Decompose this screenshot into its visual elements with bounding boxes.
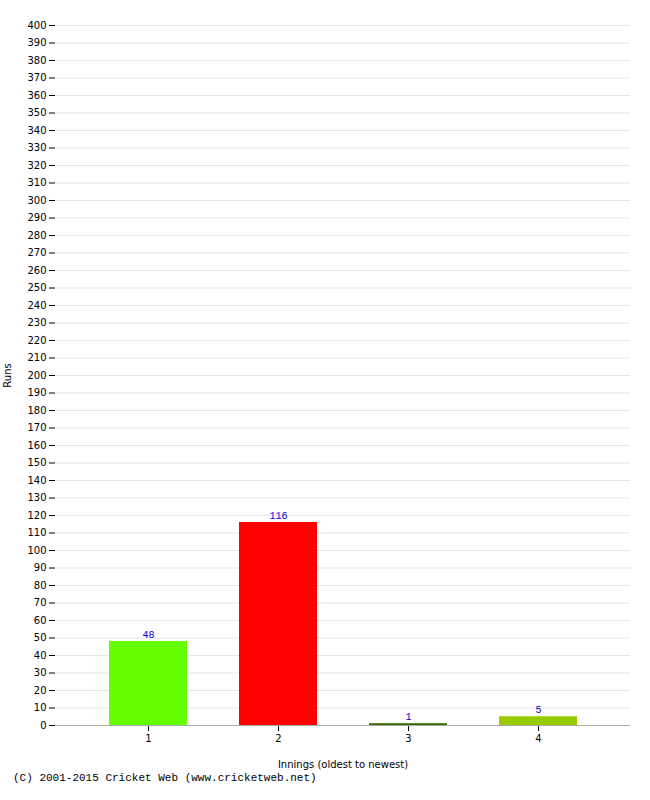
- svg-text:70: 70: [34, 597, 47, 608]
- svg-text:110: 110: [27, 527, 46, 538]
- svg-text:370: 370: [27, 72, 46, 83]
- svg-text:320: 320: [27, 160, 46, 171]
- svg-text:100: 100: [27, 545, 46, 556]
- svg-text:230: 230: [27, 317, 46, 328]
- svg-text:80: 80: [34, 580, 47, 591]
- svg-text:330: 330: [27, 142, 46, 153]
- svg-text:50: 50: [34, 632, 47, 643]
- svg-text:220: 220: [27, 335, 46, 346]
- svg-text:48: 48: [142, 630, 154, 641]
- svg-text:310: 310: [27, 177, 46, 188]
- svg-text:2: 2: [275, 733, 281, 744]
- svg-text:190: 190: [27, 387, 46, 398]
- svg-text:150: 150: [27, 457, 46, 468]
- svg-text:Runs: Runs: [2, 363, 13, 387]
- svg-text:4: 4: [535, 733, 541, 744]
- svg-text:60: 60: [34, 615, 47, 626]
- svg-text:260: 260: [27, 265, 46, 276]
- svg-text:350: 350: [27, 107, 46, 118]
- svg-text:160: 160: [27, 440, 46, 451]
- svg-text:0: 0: [40, 720, 46, 731]
- html-text:(C) 2001-2015 Cricket Web (www: (C) 2001-2015 Cricket Web (www.cricketwe…: [13, 772, 317, 784]
- svg-text:30: 30: [34, 667, 47, 678]
- svg-text:240: 240: [27, 300, 46, 311]
- svg-text:380: 380: [27, 55, 46, 66]
- svg-text:360: 360: [27, 90, 46, 101]
- svg-text:116: 116: [269, 511, 287, 522]
- svg-text:90: 90: [34, 562, 47, 573]
- svg-text:Innings (oldest to newest): Innings (oldest to newest): [278, 759, 408, 770]
- svg-text:5: 5: [535, 705, 541, 716]
- svg-text:210: 210: [27, 352, 46, 363]
- svg-text:340: 340: [27, 125, 46, 136]
- svg-text:250: 250: [27, 282, 46, 293]
- svg-text:140: 140: [27, 475, 46, 486]
- svg-text:40: 40: [34, 650, 47, 661]
- svg-text:280: 280: [27, 230, 46, 241]
- svg-text:1: 1: [405, 712, 411, 723]
- svg-text:3: 3: [405, 733, 411, 744]
- svg-text:270: 270: [27, 247, 46, 258]
- svg-text:1: 1: [145, 733, 151, 744]
- svg-text:390: 390: [27, 37, 46, 48]
- svg-text:20: 20: [34, 685, 47, 696]
- svg-text:300: 300: [27, 195, 46, 206]
- svg-text:180: 180: [27, 405, 46, 416]
- svg-text:290: 290: [27, 212, 46, 223]
- svg-text:10: 10: [34, 702, 47, 713]
- svg-text:130: 130: [27, 492, 46, 503]
- svg-text:170: 170: [27, 422, 46, 433]
- svg-text:200: 200: [27, 370, 46, 381]
- svg-text:400: 400: [27, 20, 46, 31]
- svg-text:120: 120: [27, 510, 46, 521]
